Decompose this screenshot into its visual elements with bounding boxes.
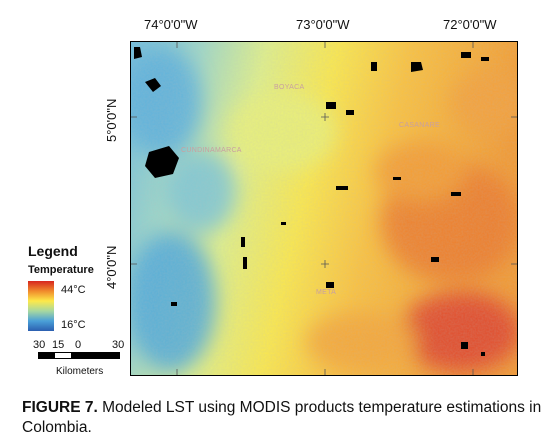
- scale-tick-label: 0: [75, 339, 82, 351]
- longitude-label-72w: 72°0'0"W: [443, 17, 497, 32]
- place-label-boyaca: BOYACA: [274, 84, 305, 91]
- figure-caption: FIGURE 7. Modeled LST using MODIS produc…: [22, 398, 547, 438]
- scale-tick-label: 15: [52, 339, 65, 351]
- place-label-casanare: CASANARE: [399, 122, 440, 129]
- place-label-cundinamarca: CUNDINAMARCA: [181, 147, 242, 154]
- longitude-label-73w: 73°0'0"W: [296, 17, 350, 32]
- legend-high-label: 44°C: [61, 284, 86, 296]
- temperature-map: BOYACA CUNDINAMARCA CASANARE META: [130, 41, 518, 376]
- lst-raster: [131, 42, 517, 375]
- latitude-label-5n: 5°0'0"N: [104, 98, 119, 142]
- legend-low-label: 16°C: [61, 319, 86, 331]
- legend-title: Legend: [28, 243, 78, 259]
- longitude-label-74w: 74°0'0"W: [144, 17, 198, 32]
- legend-subtitle: Temperature: [28, 264, 94, 276]
- place-label-meta: META: [316, 289, 337, 296]
- scale-tick-label: 30: [33, 339, 46, 351]
- scale-bar-units: Kilometers: [56, 366, 104, 377]
- latitude-label-4n: 4°0'0"N: [104, 245, 119, 289]
- scale-tick-label: 30: [112, 339, 125, 351]
- legend-color-ramp: [28, 281, 54, 331]
- caption-label: FIGURE 7.: [22, 399, 98, 416]
- caption-text: Modeled LST using MODIS products tempera…: [22, 399, 542, 436]
- scale-bar: [38, 352, 120, 359]
